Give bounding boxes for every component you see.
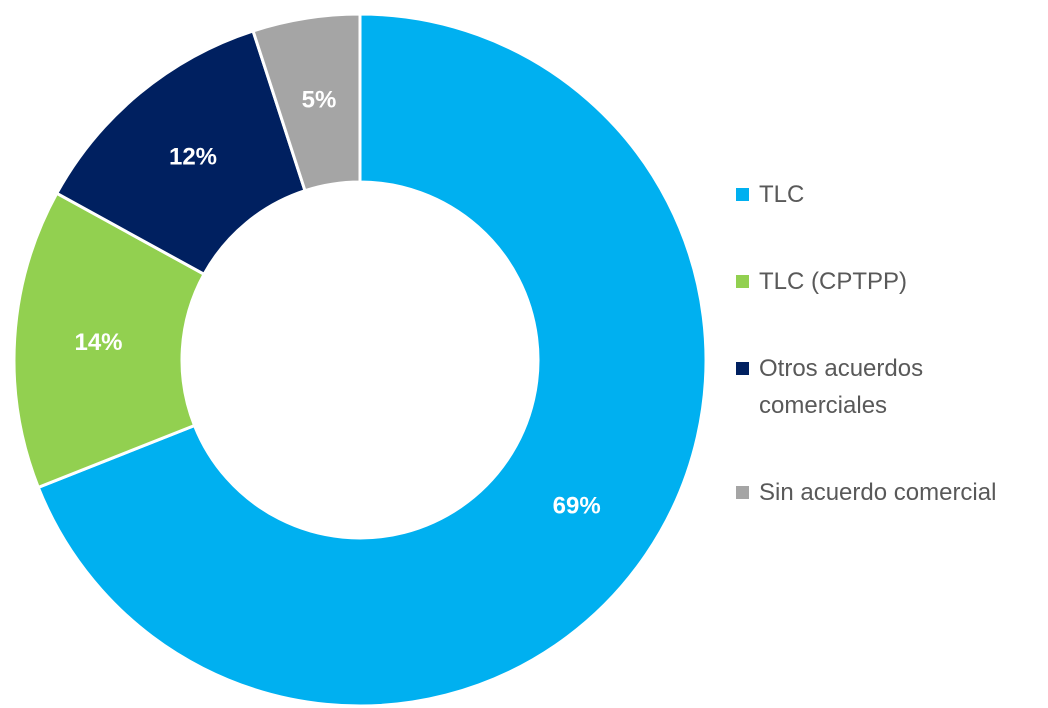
data-label: 69%	[553, 493, 601, 520]
legend-label: Otros acuerdos comerciales	[759, 355, 924, 419]
legend-entry: Otros acuerdos comerciales	[736, 350, 1039, 424]
legend: TLC TLC (CPTPP) Otros acuerdos comerciales…	[736, 176, 1039, 511]
legend-label: TLC	[759, 181, 805, 208]
legend-swatch	[736, 275, 749, 288]
data-label: 14%	[74, 329, 122, 356]
data-label: 12%	[169, 143, 217, 170]
legend-swatch	[736, 188, 749, 201]
legend-entry: TLC (CPTPP)	[736, 263, 1039, 300]
legend-label: TLC (CPTPP)	[759, 268, 908, 295]
legend-swatch	[736, 486, 749, 499]
donut-slice	[36, 12, 708, 708]
legend-label: Sin acuerdo comercial	[759, 479, 997, 506]
legend-entry: Sin acuerdo comercial	[736, 474, 1039, 511]
legend-entry: TLC	[736, 176, 1039, 213]
legend-swatch	[736, 362, 749, 375]
donut: 69% 14% 12% 5%	[12, 12, 708, 708]
donut-slice	[251, 12, 362, 193]
data-label: 5%	[302, 87, 337, 114]
donut-slice	[12, 191, 207, 490]
